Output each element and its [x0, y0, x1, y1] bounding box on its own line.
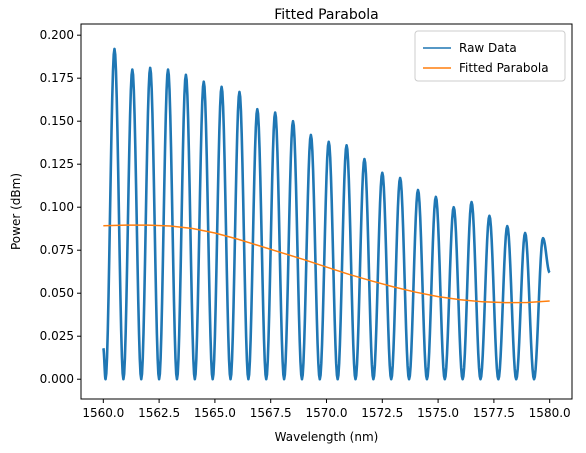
y-tick-label: 0.025	[40, 329, 74, 343]
y-tick-label: 0.100	[40, 200, 74, 214]
y-tick-label: 0.000	[40, 372, 74, 386]
series-line-raw-data	[102, 47, 551, 381]
x-tick-label: 1577.5	[473, 406, 515, 420]
x-tick-label: 1580.0	[529, 406, 571, 420]
x-tick-label: 1560.0	[82, 406, 124, 420]
x-tick-label: 1570.0	[306, 406, 348, 420]
x-axis-label: Wavelength (nm)	[275, 430, 379, 444]
y-tick-label: 0.200	[40, 28, 74, 42]
y-tick-label: 0.125	[40, 157, 74, 171]
legend-label-fitted-parabola: Fitted Parabola	[459, 61, 549, 75]
x-tick-label: 1565.0	[194, 406, 236, 420]
y-tick-label: 0.050	[40, 286, 74, 300]
legend-label-raw-data: Raw Data	[459, 41, 517, 55]
x-tick-label: 1572.5	[361, 406, 403, 420]
legend-box	[414, 30, 566, 82]
plot-marks	[102, 47, 551, 381]
y-tick-label: 0.075	[40, 243, 74, 257]
y-tick-label: 0.175	[40, 71, 74, 85]
y-axis-ticks: 0.000 0.025 0.050 0.075 0.100 0.125 0.150 0.175…	[40, 28, 81, 386]
chart-title: Fitted Parabola	[274, 7, 379, 23]
y-axis-label: Power (dBm)	[9, 173, 23, 250]
y-tick-label: 0.150	[40, 114, 74, 128]
x-axis-ticks: 1560.0 1562.5 1565.0 1567.5 1570.0 1572.5 1575…	[82, 399, 571, 420]
series-line-fitted-parabola	[103, 224, 550, 304]
x-tick-label: 1562.5	[138, 406, 180, 420]
legend: Raw Data Fitted Parabola	[414, 30, 566, 82]
x-tick-label: 1567.5	[250, 406, 292, 420]
x-tick-label: 1575.0	[417, 406, 459, 420]
